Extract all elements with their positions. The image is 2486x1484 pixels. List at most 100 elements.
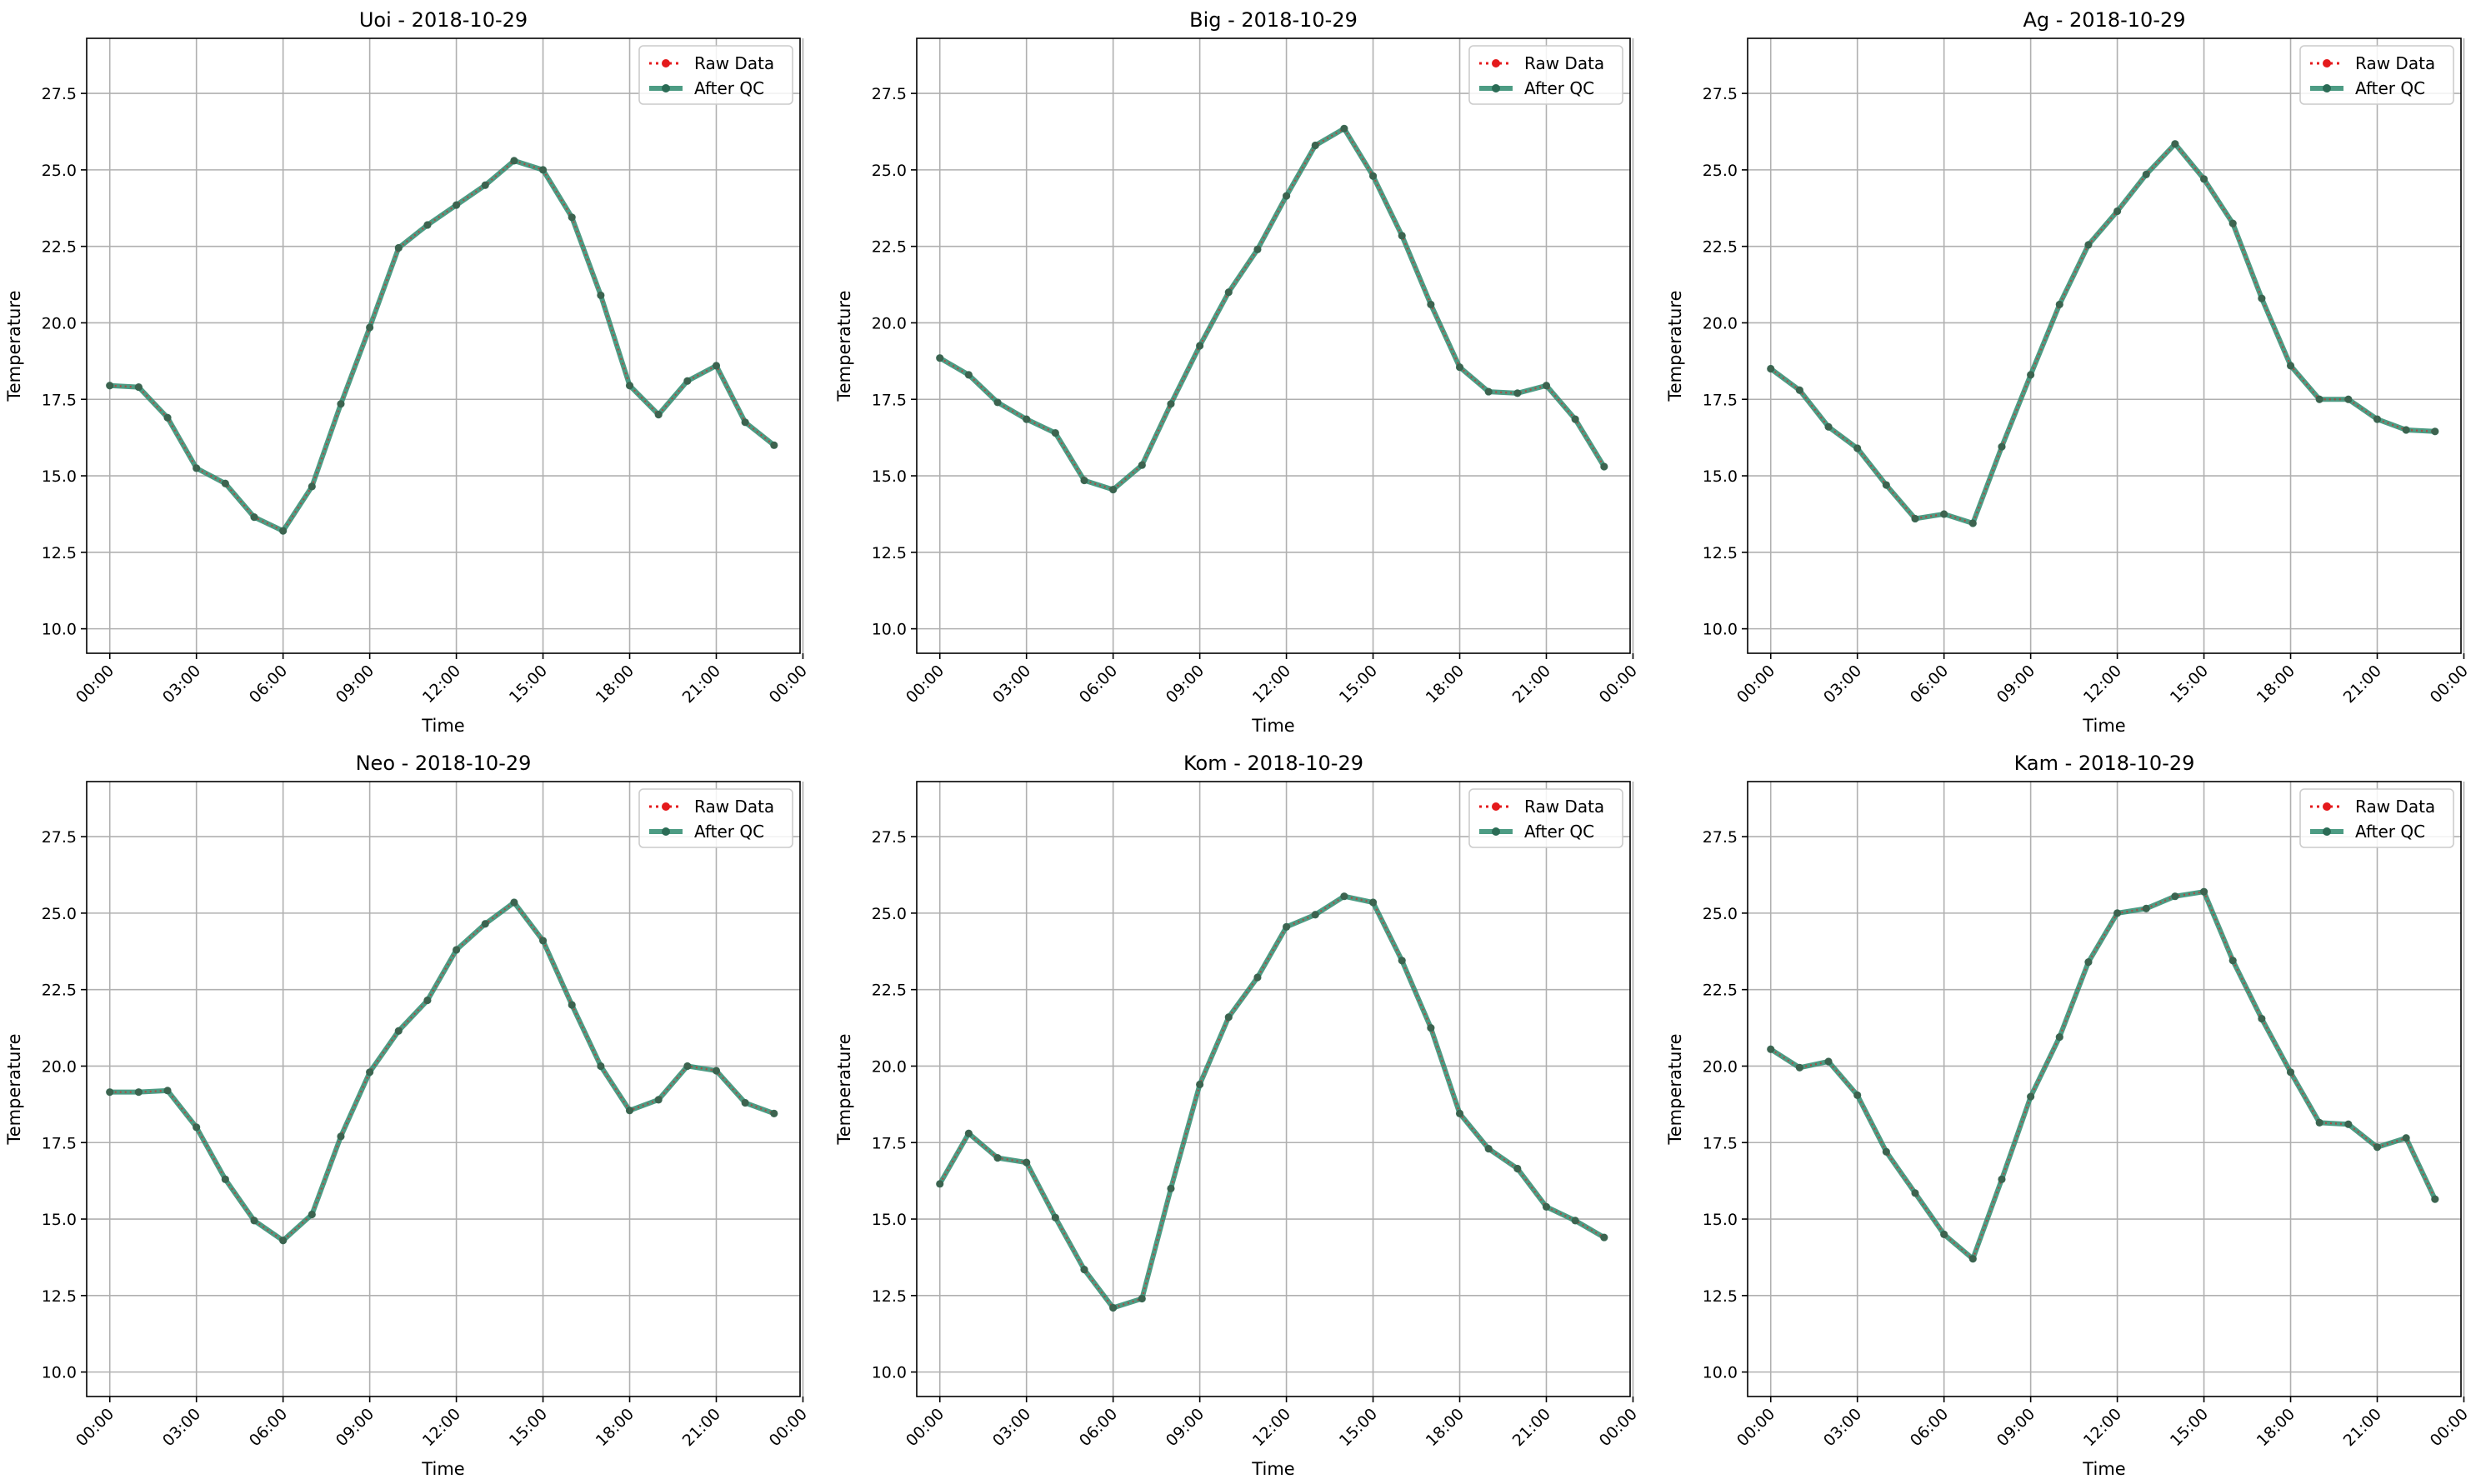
chart-title: Big - 2018-10-29 (1189, 8, 1358, 32)
after-qc-point (712, 1067, 721, 1075)
after-qc-point (1795, 1063, 1803, 1072)
legend-label-after-qc: After QC (1524, 822, 1594, 842)
plot-area (1748, 782, 2461, 1397)
after-qc-point (2431, 427, 2439, 436)
plot-frame (86, 37, 801, 654)
after-qc-point (1398, 957, 1406, 965)
after-qc-point (538, 937, 548, 945)
after-qc-point (1253, 245, 1262, 253)
after-qc-point (163, 413, 172, 422)
x-tick-label: 00:00 (903, 662, 948, 707)
chart-title: Kom - 2018-10-29 (1183, 752, 1363, 775)
x-tick-label: 18:00 (2253, 662, 2298, 707)
legend-marker-raw-data (2323, 802, 2331, 811)
x-tick-label: 18:00 (593, 1405, 638, 1450)
x-tick-label: 00:00 (1733, 1405, 1778, 1450)
after-qc-point (1998, 1175, 2006, 1183)
x-axis-label: Time (2082, 716, 2125, 736)
after-qc-point (1542, 1202, 1551, 1211)
after-qc-point (625, 382, 634, 390)
after-qc-point (193, 464, 201, 472)
after-qc-point (366, 1068, 374, 1077)
chart-panel-3: 00:00 03:00 06:00 09:00 12:00 15:00 18:00 21:00… (4, 752, 811, 1479)
after-qc-point (1455, 1109, 1464, 1117)
after-qc-point (2258, 1014, 2266, 1023)
y-tick-label: 15.0 (872, 1211, 907, 1229)
after-qc-point (452, 946, 461, 954)
x-tick-label: 15:00 (506, 662, 551, 707)
after-qc-point (1167, 1184, 1175, 1192)
y-tick-label: 20.0 (42, 314, 77, 332)
y-tick-label: 12.5 (872, 544, 907, 562)
after-qc-point (337, 1132, 345, 1141)
legend-label-raw-data: Raw Data (2355, 53, 2435, 73)
after-qc-point (683, 377, 692, 385)
after-qc-point (2402, 426, 2410, 434)
after-qc-point (538, 166, 548, 174)
after-qc-point (1080, 1266, 1088, 1274)
x-tick-label: 12:00 (1249, 1405, 1294, 1450)
chart-panel-5: 00:00 03:00 06:00 09:00 12:00 15:00 18:00 21:00… (1665, 752, 2472, 1479)
after-qc-point (654, 1096, 663, 1104)
x-tick-label: 00:00 (1596, 1405, 1641, 1450)
x-tick-label: 09:00 (1993, 1405, 2038, 1450)
legend-label-after-qc: After QC (694, 822, 764, 842)
y-axis-label: Temperature (1665, 1033, 1685, 1145)
after-qc-point (2228, 219, 2237, 227)
after-qc-point (1196, 1080, 1204, 1089)
y-tick-label: 20.0 (1703, 1057, 1738, 1076)
after-qc-point (308, 1210, 316, 1219)
y-tick-label: 25.0 (42, 905, 77, 923)
after-qc-point (1368, 172, 1378, 180)
x-axis-label: Time (1251, 1459, 1294, 1479)
after-qc-point (1882, 481, 1890, 489)
after-qc-point (2199, 175, 2208, 183)
x-tick-label: 15:00 (2167, 1405, 2212, 1450)
after-qc-point (1311, 911, 1319, 919)
after-qc-point (993, 398, 1002, 407)
legend-label-after-qc: After QC (2355, 822, 2425, 842)
x-tick-label: 00:00 (1733, 662, 1778, 707)
x-tick-label: 00:00 (1596, 662, 1641, 707)
after-qc-point (1080, 476, 1088, 485)
after-qc-point (597, 1062, 605, 1071)
x-tick-label: 21:00 (2340, 1405, 2385, 1450)
y-tick-label: 10.0 (1703, 1364, 1738, 1382)
x-tick-label: 21:00 (2340, 662, 2385, 707)
legend-marker-raw-data (662, 59, 670, 67)
after-qc-point (2142, 170, 2150, 178)
x-tick-label: 03:00 (1820, 662, 1865, 707)
x-tick-label: 15:00 (506, 1405, 551, 1450)
after-qc-point (1427, 1023, 1435, 1032)
after-qc-point (741, 418, 749, 427)
y-tick-label: 12.5 (42, 544, 77, 562)
after-qc-point (2286, 362, 2295, 370)
x-tick-label: 18:00 (593, 662, 638, 707)
after-qc-point (1398, 232, 1406, 240)
after-qc-point (712, 362, 721, 370)
after-qc-point (1513, 1164, 1522, 1173)
after-qc-point (279, 527, 288, 535)
chart-title: Ag - 2018-10-29 (2023, 8, 2185, 32)
after-qc-point (2171, 892, 2179, 901)
after-qc-point (1224, 288, 1233, 297)
after-qc-point (2258, 294, 2266, 302)
after-qc-point (2315, 1118, 2323, 1127)
y-tick-label: 27.5 (872, 85, 907, 103)
x-tick-label: 03:00 (989, 662, 1034, 707)
after-qc-point (993, 1154, 1002, 1162)
after-qc-point (1138, 461, 1146, 469)
y-tick-label: 10.0 (42, 1364, 77, 1382)
after-qc-point (1940, 510, 1948, 518)
after-qc-point (1968, 1255, 1977, 1263)
y-tick-label: 17.5 (872, 1134, 907, 1152)
x-tick-label: 09:00 (1163, 662, 1208, 707)
after-qc-point (250, 513, 258, 522)
y-tick-label: 17.5 (1703, 391, 1738, 409)
chart-panel-4: 00:00 03:00 06:00 09:00 12:00 15:00 18:00 21:00… (834, 752, 1641, 1479)
series-line-raw-data (1770, 142, 2435, 525)
legend-label-raw-data: Raw Data (1524, 797, 1604, 817)
after-qc-point (423, 996, 432, 1005)
x-axis-label: Time (421, 716, 464, 736)
after-qc-point (683, 1062, 692, 1071)
